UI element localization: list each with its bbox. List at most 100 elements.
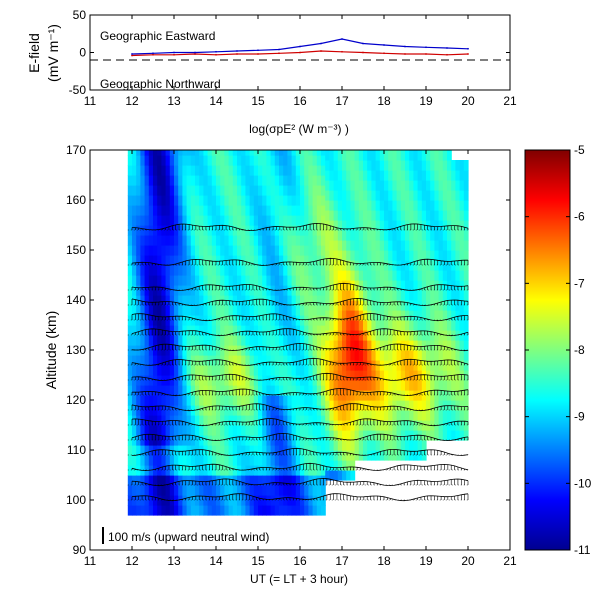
heatmap-cell — [127, 475, 133, 486]
heatmap-cell — [136, 385, 141, 396]
heatmap-cell — [379, 420, 385, 431]
heatmap-cell — [153, 455, 158, 466]
heatmap-cell — [459, 340, 465, 351]
heatmap-cell — [295, 195, 301, 206]
heatmap-cell — [237, 165, 242, 176]
heatmap-cell — [266, 335, 272, 346]
heatmap-cell — [232, 365, 238, 376]
heatmap-cell — [388, 260, 393, 271]
heatmap-cell — [426, 320, 431, 331]
heatmap-cell — [132, 365, 137, 376]
heatmap-cell — [195, 475, 200, 486]
heatmap-cell — [220, 365, 225, 376]
heatmap-cell — [232, 445, 238, 456]
heatmap-cell — [300, 295, 305, 306]
heatmap-cell — [262, 305, 267, 316]
heatmap-cell — [258, 305, 263, 316]
heatmap-cell — [316, 405, 322, 416]
heatmap-cell — [140, 335, 146, 346]
heatmap-cell — [287, 215, 293, 226]
heatmap-cell — [321, 165, 326, 176]
heatmap-cell — [396, 310, 402, 321]
heatmap-cell — [249, 495, 255, 506]
heatmap-cell — [434, 200, 440, 211]
heatmap-cell — [308, 150, 314, 156]
heatmap-cell — [325, 330, 330, 341]
heatmap-cell — [354, 320, 360, 331]
heatmap-cell — [283, 305, 288, 316]
heatmap-cell — [253, 265, 259, 276]
heatmap-cell — [354, 360, 360, 371]
heatmap-cell — [405, 270, 410, 281]
heatmap-cell — [321, 295, 326, 306]
heatmap-cell — [182, 375, 188, 386]
main-x-tick-label: 13 — [167, 554, 181, 568]
heatmap-cell — [421, 160, 427, 171]
heatmap-cell — [169, 215, 175, 226]
heatmap-cell — [354, 450, 360, 461]
heatmap-cell — [258, 395, 263, 406]
heatmap-cell — [325, 470, 330, 481]
heatmap-cell — [316, 395, 322, 406]
heatmap-cell — [195, 195, 200, 206]
heatmap-cell — [165, 185, 171, 196]
heatmap-cell — [157, 195, 162, 206]
heatmap-cell — [325, 440, 330, 451]
heatmap-cell — [413, 200, 419, 211]
heatmap-cell — [190, 435, 196, 446]
heatmap-cell — [342, 170, 347, 181]
heatmap-cell — [132, 275, 137, 286]
eastward-point — [152, 53, 154, 56]
heatmap-cell — [165, 205, 171, 216]
heatmap-cell — [258, 175, 263, 186]
heatmap-cell — [295, 425, 301, 436]
heatmap-cell — [199, 185, 204, 196]
heatmap-cell — [253, 205, 259, 216]
heatmap-cell — [190, 150, 196, 156]
wind-profile-line — [131, 372, 469, 381]
heatmap-cell — [237, 275, 242, 286]
heatmap-cell — [367, 350, 372, 361]
heatmap-cell — [228, 195, 234, 206]
heatmap-cell — [253, 315, 259, 326]
heatmap-cell — [430, 150, 435, 161]
heatmap-cell — [287, 185, 293, 196]
heatmap-cell — [283, 415, 288, 426]
heatmap-cell — [220, 395, 225, 406]
heatmap-cell — [379, 340, 385, 351]
heatmap-cell — [140, 295, 146, 306]
heatmap-cell — [165, 225, 171, 236]
heatmap-cell — [140, 245, 146, 256]
heatmap-cell — [396, 180, 402, 191]
heatmap-cell — [333, 290, 339, 301]
heatmap-cell — [384, 350, 389, 361]
efield-x-tick-label: 12 — [125, 94, 139, 108]
heatmap-cell — [279, 325, 284, 336]
heatmap-cell — [241, 185, 246, 196]
heatmap-cell — [270, 475, 276, 486]
heatmap-cell — [178, 225, 183, 236]
heatmap-cell — [136, 405, 141, 416]
heatmap-cell — [262, 385, 267, 396]
heatmap-cell — [417, 390, 423, 401]
heatmap-cell — [350, 430, 356, 441]
heatmap-cell — [153, 205, 158, 216]
heatmap-cell — [295, 315, 301, 326]
heatmap-cell — [392, 440, 398, 451]
heatmap-cell — [421, 340, 427, 351]
heatmap-cell — [220, 235, 225, 246]
heatmap-cell — [421, 170, 427, 181]
heatmap-cell — [258, 365, 263, 376]
heatmap-cell — [266, 245, 272, 256]
heatmap-cell — [270, 295, 276, 306]
heatmap-cell — [153, 365, 158, 376]
heatmap-cell — [413, 160, 419, 171]
heatmap-cell — [270, 335, 276, 346]
heatmap-cell — [199, 425, 204, 436]
heatmap-cell — [354, 410, 360, 421]
heatmap-cell — [350, 190, 356, 201]
heatmap-cell — [216, 415, 221, 426]
heatmap-cell — [161, 205, 167, 216]
heatmap-cell — [384, 290, 389, 301]
heatmap-cell — [396, 390, 402, 401]
